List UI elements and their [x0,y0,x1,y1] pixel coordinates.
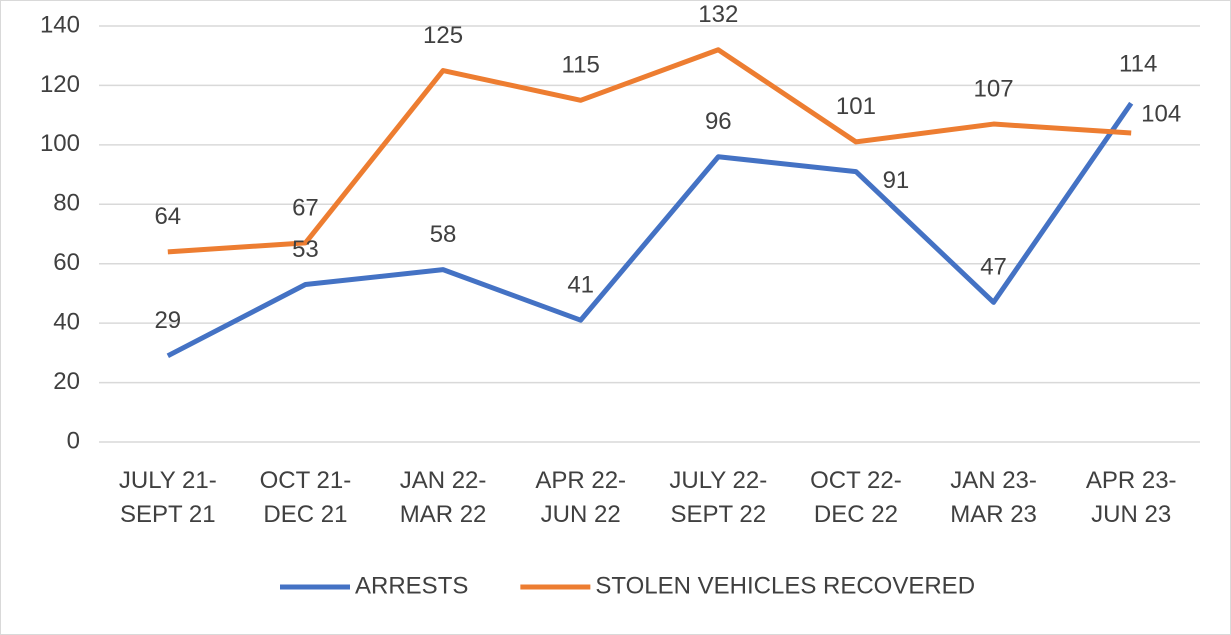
legend-label: ARRESTS [355,572,468,599]
x-tick-label: OCT 22- DEC 22 [810,467,902,528]
y-tick-label: 40 [53,308,80,335]
legend-label: STOLEN VEHICLES RECOVERED [595,572,975,599]
y-tick-label: 140 [40,11,80,38]
x-tick-label: APR 22- JUN 22 [535,467,627,528]
y-tick-label: 20 [53,368,80,395]
data-label: 41 [567,272,594,299]
data-label: 104 [1141,100,1181,127]
x-tick-label: JAN 23- MAR 23 [950,467,1037,528]
x-tick-label: JULY 22- SEPT 22 [669,467,768,528]
series-line [167,47,1132,255]
data-label: 53 [292,236,319,263]
data-label: 101 [836,93,876,120]
data-label: 107 [974,75,1014,102]
data-label: 67 [292,194,319,221]
data-label: 114 [1119,51,1157,78]
x-tick-label: JULY 21- SEPT 21 [118,467,217,528]
data-label: 96 [705,108,732,135]
x-tick-label: APR 23- JUN 23 [1085,467,1177,528]
data-label: 91 [883,167,910,194]
data-label: 132 [698,1,738,28]
data-label: 58 [430,221,457,248]
y-tick-label: 80 [53,190,80,217]
x-tick-label: JAN 22- MAR 22 [399,467,487,528]
y-tick-label: 60 [53,249,80,276]
series-line [166,101,1134,359]
data-label: 29 [154,307,181,334]
y-tick-label: 100 [40,130,80,157]
y-tick-label: 0 [67,427,80,454]
x-tick-label: OCT 21- DEC 21 [259,467,352,528]
data-label: 64 [154,203,181,230]
data-label: 115 [562,52,600,79]
data-label: 47 [980,254,1007,281]
y-tick-label: 120 [40,71,80,98]
data-label: 125 [423,22,463,49]
